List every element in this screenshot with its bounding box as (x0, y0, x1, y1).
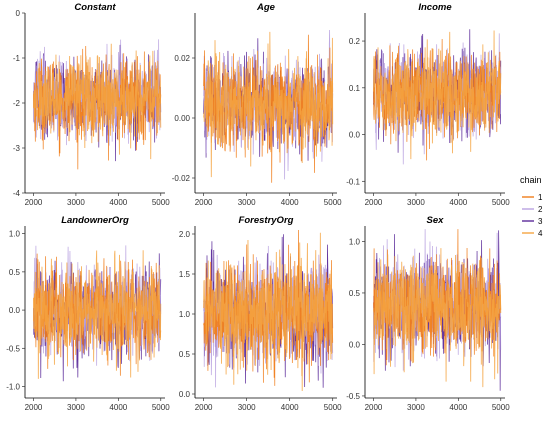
panel-title: LandownerOrg (61, 215, 129, 226)
chain-4-trace (373, 30, 502, 160)
x-tick-label: 3000 (407, 403, 425, 412)
x-tick-label: 3000 (238, 403, 256, 412)
y-tick-label: -0.1 (346, 177, 360, 186)
chain-4-trace (33, 43, 162, 160)
trace-lines (203, 229, 334, 392)
x-tick-label: 2000 (25, 198, 43, 207)
x-tick-label: 5000 (492, 198, 510, 207)
y-tick-label: 0.0 (349, 340, 361, 349)
y-tick-label: 0.1 (349, 84, 361, 93)
panel-title: Age (256, 2, 276, 13)
trace-lines (373, 229, 502, 391)
x-tick-label: 2000 (365, 403, 383, 412)
y-tick-label: -0.02 (172, 174, 191, 183)
y-tick-label: 0 (16, 9, 21, 18)
y-tick-label: 1.0 (179, 310, 191, 319)
panel-title: ForestryOrg (239, 215, 294, 226)
y-tick-label: -1.0 (6, 383, 20, 392)
x-tick-label: 4000 (281, 403, 299, 412)
chain-4-trace (203, 31, 334, 178)
y-tick-label: 1.5 (179, 270, 191, 279)
x-tick-label: 4000 (109, 198, 127, 207)
panel-age: Age -0.02 0.00 0.02 2000 3000 4000 5000 (172, 2, 342, 207)
x-tick-label: 5000 (152, 198, 170, 207)
panel-title: Constant (74, 2, 116, 13)
x-tick-label: 3000 (67, 198, 85, 207)
y-tick-label: -1 (13, 54, 21, 63)
x-tick-label: 4000 (449, 198, 467, 207)
chain-4-trace (203, 232, 333, 392)
x-tick-label: 3000 (407, 198, 425, 207)
trace-lines (33, 245, 162, 382)
panel-landownerorg: LandownerOrg -1.0 -0.5 0.0 0.5 1.0 2000 3000 400… (6, 215, 170, 412)
x-tick-label: 5000 (324, 198, 342, 207)
y-tick-label: 2.0 (179, 230, 191, 239)
x-tick-label: 2000 (25, 403, 43, 412)
y-tick-label: -0.5 (346, 392, 360, 401)
y-tick-label: -4 (13, 189, 21, 198)
x-tick-label: 3000 (238, 198, 256, 207)
x-tick-label: 3000 (67, 403, 85, 412)
legend: chain 1 2 3 4 (520, 175, 543, 238)
legend-title: chain (520, 175, 542, 185)
y-tick-label: 0.0 (349, 131, 361, 140)
y-tick-label: 1.0 (349, 237, 361, 246)
chain-4-trace (373, 248, 502, 388)
chain-4-trace (33, 250, 162, 379)
x-tick-label: 2000 (195, 198, 213, 207)
y-tick-label: 0.5 (179, 350, 191, 359)
panel-constant: Constant -4 -3 -2 -1 0 2000 3000 4000 5000 (13, 2, 170, 207)
x-tick-label: 5000 (324, 403, 342, 412)
y-tick-label: -3 (13, 144, 21, 153)
trace-lines (373, 29, 502, 165)
legend-label-4: 4 (538, 229, 543, 238)
y-tick-label: 0.00 (174, 114, 190, 123)
x-tick-label: 5000 (492, 403, 510, 412)
y-tick-label: 0.5 (349, 289, 361, 298)
y-tick-label: 0.0 (9, 306, 21, 315)
trace-lines (33, 39, 162, 170)
y-tick-label: 0.2 (349, 37, 361, 46)
panel-grid: Constant -4 -3 -2 -1 0 2000 3000 4000 5000 Age -0.0… (6, 2, 510, 412)
panel-forestryorg: ForestryOrg 0.0 0.5 1.0 1.5 2.0 2000 3000 4000 50… (179, 215, 342, 412)
panel-title: Income (418, 2, 452, 13)
panel-income: Income -0.1 0.0 0.1 0.2 2000 3000 4000 5000 (346, 2, 510, 207)
panel-sex: Sex -0.5 0.0 0.5 1.0 2000 3000 4000 5000 (346, 215, 510, 412)
legend-label-2: 2 (538, 205, 543, 214)
trace-lines (203, 30, 334, 183)
chain-1-trace (203, 34, 334, 183)
x-tick-label: 4000 (109, 403, 127, 412)
x-tick-label: 5000 (152, 403, 170, 412)
panel-title: Sex (427, 215, 445, 226)
y-tick-label: -2 (13, 99, 21, 108)
x-tick-label: 2000 (365, 198, 383, 207)
legend-label-1: 1 (538, 193, 543, 202)
y-tick-label: 0.0 (179, 390, 191, 399)
x-tick-label: 4000 (281, 198, 299, 207)
x-tick-label: 2000 (195, 403, 213, 412)
y-tick-label: 0.02 (174, 54, 190, 63)
y-tick-label: 1.0 (9, 230, 21, 239)
legend-label-3: 3 (538, 217, 543, 226)
x-tick-label: 4000 (449, 403, 467, 412)
y-tick-label: -0.5 (6, 344, 20, 353)
y-tick-label: 0.5 (9, 268, 21, 277)
